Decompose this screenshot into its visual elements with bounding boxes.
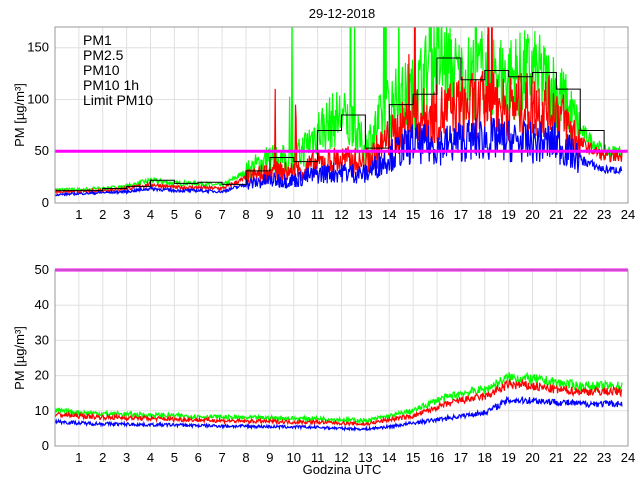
series-line-pm25 xyxy=(55,378,623,427)
x-tick-label: 17 xyxy=(454,450,468,465)
y-tick-label: 20 xyxy=(35,368,49,383)
x-tick-label: 13 xyxy=(358,450,372,465)
series-line-pm10 xyxy=(55,371,623,424)
x-tick-label: 1 xyxy=(75,207,82,222)
x-tick-label: 2 xyxy=(99,450,106,465)
y-tick-label: 150 xyxy=(27,40,49,55)
series-line-pm10 xyxy=(55,27,623,194)
y-tick-label: 10 xyxy=(35,403,49,418)
x-tick-label: 3 xyxy=(123,207,130,222)
x-tick-label: 18 xyxy=(478,207,492,222)
x-tick-label: 8 xyxy=(242,450,249,465)
x-tick-label: 10 xyxy=(287,450,301,465)
y-tick-label: 0 xyxy=(42,438,49,453)
y-tick-label: 50 xyxy=(35,262,49,277)
series-line-pm25 xyxy=(55,27,623,195)
x-tick-label: 7 xyxy=(219,207,226,222)
legend-entry: Limit PM10 xyxy=(83,92,153,108)
x-tick-label: 20 xyxy=(525,207,539,222)
x-tick-label: 13 xyxy=(358,207,372,222)
x-tick-label: 12 xyxy=(334,207,348,222)
x-tick-label: 5 xyxy=(171,207,178,222)
y-tick-label: 40 xyxy=(35,297,49,312)
x-tick-label: 15 xyxy=(406,450,420,465)
x-tick-label: 15 xyxy=(406,207,420,222)
x-tick-label: 9 xyxy=(266,207,273,222)
x-tick-label: 9 xyxy=(266,450,273,465)
x-tick-label: 19 xyxy=(501,450,515,465)
x-axis-label: Godzina UTC xyxy=(303,462,382,477)
x-tick-label: 22 xyxy=(573,450,587,465)
x-tick-label: 3 xyxy=(123,450,130,465)
y-tick-label: 50 xyxy=(35,143,49,158)
x-tick-label: 17 xyxy=(454,207,468,222)
x-tick-label: 20 xyxy=(525,450,539,465)
x-tick-label: 12 xyxy=(334,450,348,465)
legend-entry: PM10 1h xyxy=(83,77,139,93)
x-tick-label: 6 xyxy=(195,207,202,222)
top-y-axis-label: PM [µg/m³] xyxy=(12,83,27,147)
plot-frame xyxy=(54,26,629,204)
x-tick-label: 11 xyxy=(311,207,325,222)
x-tick-label: 24 xyxy=(621,450,635,465)
x-tick-label: 5 xyxy=(171,450,178,465)
x-tick-label: 14 xyxy=(382,450,396,465)
chart-title: 29-12-2018 xyxy=(309,6,376,21)
x-tick-label: 4 xyxy=(147,450,154,465)
x-tick-label: 10 xyxy=(287,207,301,222)
plot-frame xyxy=(54,269,629,447)
x-tick-label: 6 xyxy=(195,450,202,465)
x-tick-label: 11 xyxy=(311,450,325,465)
series-line-pm1 xyxy=(55,117,623,197)
series-line-pm1 xyxy=(55,395,623,432)
legend-entry: PM10 xyxy=(83,62,120,78)
legend-entry: PM1 xyxy=(83,32,112,48)
x-tick-label: 7 xyxy=(219,450,226,465)
x-tick-label: 16 xyxy=(430,207,444,222)
x-tick-label: 19 xyxy=(501,207,515,222)
x-tick-label: 18 xyxy=(478,450,492,465)
series-line-pm10-1h xyxy=(55,57,628,192)
bottom-y-axis-label: PM [µg/m³] xyxy=(12,326,27,390)
x-tick-label: 23 xyxy=(597,207,611,222)
x-tick-label: 4 xyxy=(147,207,154,222)
x-tick-label: 21 xyxy=(549,450,563,465)
x-tick-label: 24 xyxy=(621,207,635,222)
x-tick-label: 21 xyxy=(549,207,563,222)
y-tick-label: 100 xyxy=(27,91,49,106)
x-tick-label: 16 xyxy=(430,450,444,465)
x-tick-label: 8 xyxy=(242,207,249,222)
x-tick-label: 2 xyxy=(99,207,106,222)
x-tick-label: 22 xyxy=(573,207,587,222)
x-tick-label: 23 xyxy=(597,450,611,465)
legend-entry: PM2.5 xyxy=(83,47,124,63)
x-tick-label: 14 xyxy=(382,207,396,222)
x-tick-label: 1 xyxy=(75,450,82,465)
y-tick-label: 30 xyxy=(35,332,49,347)
y-tick-label: 0 xyxy=(42,195,49,210)
